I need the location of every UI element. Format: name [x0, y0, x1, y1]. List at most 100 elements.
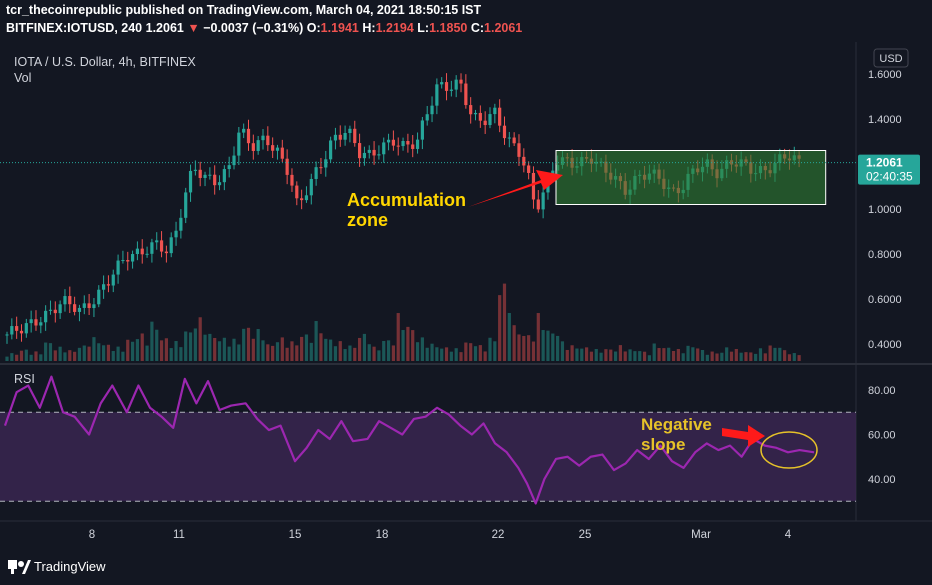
candle-body — [444, 82, 449, 91]
volume-bar — [362, 333, 367, 361]
candle-body — [164, 251, 168, 254]
volume-bar — [329, 339, 333, 361]
volume-bar — [227, 346, 231, 361]
price-tick-label: 0.4000 — [868, 339, 902, 351]
volume-bar — [159, 340, 164, 361]
volume-bar — [686, 345, 690, 361]
last-price-tag — [858, 154, 920, 185]
candle-body — [488, 114, 492, 126]
volume-bar — [710, 351, 714, 361]
volume-bar — [725, 347, 729, 361]
volume-bar — [498, 295, 502, 361]
volume-bar — [184, 331, 188, 361]
volume-bar — [169, 348, 173, 361]
volume-bar — [502, 283, 507, 361]
rsi-label: RSI — [14, 372, 35, 386]
volume-bar — [275, 342, 280, 361]
volume-bar — [778, 347, 782, 361]
volume-bar — [246, 327, 251, 361]
volume-bar — [580, 348, 584, 361]
volume-bar — [261, 340, 265, 361]
candle-body — [449, 89, 453, 91]
candle-body — [63, 296, 67, 305]
volume-bar — [744, 352, 748, 361]
price-tick-label: 0.8000 — [868, 249, 902, 261]
open-value: 1.1941 — [320, 21, 359, 35]
volume-bar — [126, 339, 130, 361]
volume-bar — [411, 330, 415, 361]
volume-bar — [10, 353, 14, 361]
candle-body — [527, 165, 531, 173]
volume-bar — [92, 337, 96, 361]
volume-bar — [34, 351, 38, 361]
volume-bar — [48, 343, 53, 361]
candle-body — [97, 289, 101, 305]
volume-bar — [343, 349, 347, 361]
volume-bar — [570, 345, 574, 361]
tradingview-logo[interactable] — [8, 560, 31, 574]
volume-bar — [464, 342, 468, 361]
volume-bar — [73, 351, 77, 361]
candle-body — [150, 242, 154, 254]
volume-bar — [425, 347, 429, 361]
candle-body — [44, 310, 48, 323]
time-tick-label: 4 — [785, 529, 792, 541]
volume-bar — [599, 352, 603, 361]
candle-body — [440, 82, 444, 85]
price-tick-label: 1.4000 — [868, 114, 902, 126]
candle-body — [256, 140, 260, 151]
volume-bar — [459, 352, 463, 361]
volume-bar — [444, 347, 449, 361]
volume-bar — [97, 343, 101, 361]
candle-body — [15, 326, 19, 331]
candle-body — [512, 137, 516, 144]
volume-bar — [203, 334, 207, 361]
volume-bar — [628, 349, 632, 361]
volume-bar — [435, 347, 439, 361]
volume-bar — [763, 353, 767, 361]
volume-bar — [285, 347, 289, 361]
candle-body — [140, 248, 144, 255]
candle-body — [198, 169, 202, 178]
volume-bar — [77, 347, 82, 361]
candle-body — [300, 198, 304, 201]
candle-body — [203, 174, 207, 178]
volume-bar — [290, 341, 294, 361]
volume-bar — [82, 345, 86, 361]
candle-body — [536, 199, 540, 210]
volume-bar — [676, 349, 680, 361]
candle-body — [493, 107, 497, 115]
volume-bar — [662, 348, 666, 361]
volume-bar — [15, 354, 19, 361]
candle-body — [333, 134, 338, 141]
candle-body — [77, 307, 82, 312]
currency-badge[interactable] — [873, 48, 909, 68]
volume-bar — [705, 354, 709, 361]
candle-body — [58, 304, 62, 314]
price-tick-label: 1.0000 — [868, 204, 902, 216]
volume-bar — [783, 350, 787, 361]
candle-body — [314, 167, 318, 179]
candle-body — [121, 260, 125, 262]
volume-bar — [565, 349, 569, 361]
volume-bar — [5, 356, 9, 361]
accumulation-label-line2: zone — [347, 210, 388, 230]
candle-body — [401, 141, 405, 147]
volume-bar — [304, 334, 309, 361]
candle-body — [159, 240, 164, 252]
candle-body — [5, 334, 9, 336]
volume-bar — [367, 344, 371, 361]
candle-body — [377, 154, 381, 156]
volume-bar — [440, 348, 444, 361]
tradingview-brand[interactable]: TradingView — [34, 559, 106, 574]
high-value: 1.2194 — [375, 21, 414, 35]
price-tick-label: 0.6000 — [868, 294, 902, 306]
volume-bar — [188, 332, 193, 361]
candle-body — [531, 172, 536, 200]
time-tick-label: 25 — [579, 529, 592, 541]
chart-title: IOTA / U.S. Dollar, 4h, BITFINEX — [14, 55, 196, 69]
time-tick-label: 15 — [289, 529, 302, 541]
volume-bar — [449, 351, 453, 361]
candle-body — [29, 319, 33, 324]
